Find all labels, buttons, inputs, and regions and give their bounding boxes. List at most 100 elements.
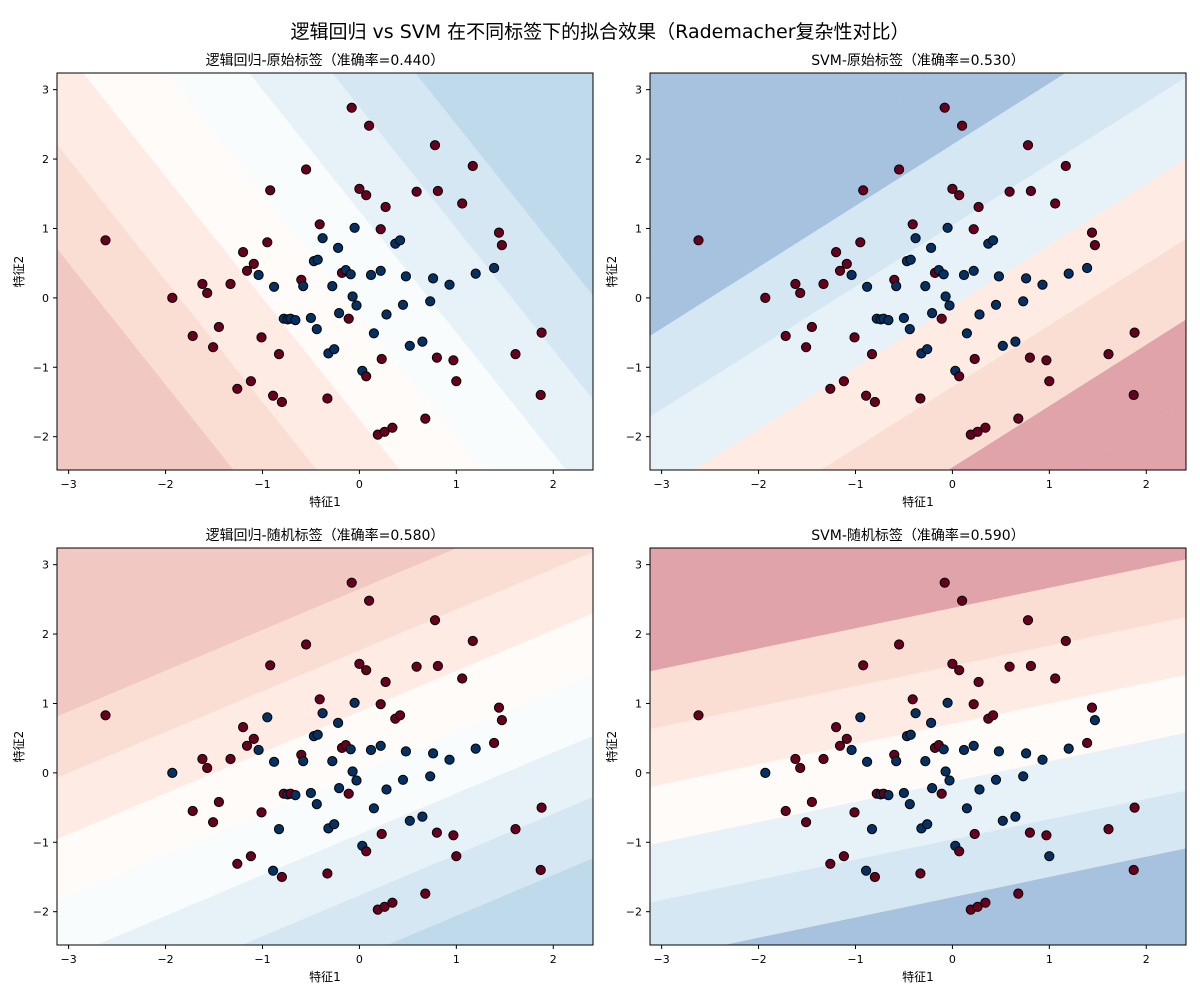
point-class-1 — [1025, 660, 1037, 672]
x-axis-label: 特征1 — [902, 494, 934, 509]
x-tick-label: 0 — [949, 953, 956, 966]
point-class-1 — [493, 702, 505, 713]
point-class-1 — [202, 287, 213, 299]
point-class-0 — [253, 269, 264, 281]
point-class-0 — [334, 783, 345, 794]
point-class-1 — [361, 846, 372, 857]
point-class-1 — [322, 868, 333, 879]
contour-band — [693, 158, 1186, 470]
point-class-0 — [400, 746, 411, 757]
point-class-0 — [417, 336, 428, 347]
point-class-1 — [343, 788, 354, 799]
point-class-0 — [298, 756, 309, 767]
y-tick-label: −2 — [626, 431, 642, 444]
contour-band — [57, 144, 317, 470]
point-class-1 — [1044, 376, 1055, 387]
point-class-1 — [354, 183, 365, 194]
point-class-1 — [510, 349, 521, 360]
point-class-1 — [980, 897, 991, 908]
y-tick-label: 3 — [42, 84, 49, 97]
point-class-1 — [208, 342, 219, 353]
point-class-0 — [305, 312, 316, 324]
point-class-0 — [444, 279, 455, 290]
point-class-1 — [343, 313, 354, 324]
y-tick-label: 1 — [635, 222, 642, 235]
contour-band — [650, 790, 1186, 945]
point-class-0 — [311, 324, 322, 335]
point-class-0 — [846, 744, 857, 756]
point-class-1 — [268, 390, 279, 401]
point-class-0 — [365, 744, 377, 756]
point-class-0 — [862, 756, 873, 767]
point-class-0 — [1063, 268, 1074, 279]
point-class-1 — [1004, 661, 1015, 672]
point-class-1 — [213, 321, 224, 333]
point-class-0 — [428, 273, 439, 284]
point-class-0 — [910, 233, 921, 244]
point-class-0 — [974, 309, 985, 320]
x-tick-label: −2 — [157, 478, 173, 491]
point-class-1 — [834, 740, 846, 751]
point-class-1 — [947, 183, 958, 194]
point-class-1 — [1013, 888, 1024, 899]
point-class-0 — [395, 235, 406, 246]
point-class-1 — [395, 710, 406, 721]
point-class-1 — [241, 265, 253, 276]
contour-band — [820, 238, 1186, 470]
point-class-0 — [404, 815, 415, 826]
point-class-1 — [213, 796, 224, 808]
decision-contours — [650, 73, 1186, 470]
point-class-0 — [927, 783, 938, 794]
y-tick-label: 2 — [42, 628, 49, 641]
point-class-1 — [375, 699, 386, 710]
point-class-0 — [926, 242, 937, 253]
plot-background — [650, 73, 1186, 470]
point-class-1 — [245, 376, 256, 387]
point-class-0 — [1018, 296, 1029, 307]
y-tick-label: 0 — [635, 292, 642, 305]
x-tick-label: −1 — [254, 953, 270, 966]
point-class-0 — [381, 309, 392, 320]
point-class-0 — [417, 811, 428, 822]
axes-frame — [56, 547, 594, 946]
y-tick-label: 0 — [42, 767, 49, 780]
point-class-1 — [795, 762, 806, 774]
point-class-1 — [838, 376, 850, 387]
contour-band — [96, 735, 593, 945]
point-class-1 — [248, 733, 259, 745]
contour-band — [650, 73, 938, 256]
point-class-1 — [364, 120, 375, 131]
x-tick-label: 1 — [453, 953, 460, 966]
point-class-1 — [1060, 160, 1071, 172]
point-class-0 — [351, 775, 362, 786]
point-class-0 — [942, 222, 953, 233]
point-class-0 — [317, 233, 328, 244]
point-class-1 — [457, 673, 468, 684]
point-class-0 — [351, 300, 362, 311]
point-class-1 — [273, 349, 285, 360]
point-class-1 — [361, 665, 372, 676]
x-axis-label: 特征1 — [309, 494, 341, 509]
point-class-1 — [988, 710, 999, 721]
point-class-0 — [961, 328, 973, 339]
point-class-1 — [387, 897, 398, 908]
point-class-1 — [187, 330, 198, 342]
point-class-1 — [431, 827, 442, 838]
point-class-0 — [940, 766, 951, 777]
x-tick-label: −3 — [654, 478, 670, 491]
point-class-1 — [1024, 352, 1036, 363]
point-class-0 — [997, 340, 1008, 351]
point-class-0 — [866, 824, 878, 835]
point-class-1 — [1086, 227, 1098, 238]
point-class-0 — [883, 315, 894, 326]
point-class-0 — [862, 281, 873, 292]
subplot-title: 逻辑回归-原始标签（准确率=0.440） — [206, 52, 445, 69]
point-class-1 — [1022, 140, 1034, 151]
point-class-0 — [1089, 715, 1101, 726]
point-class-1 — [968, 224, 979, 235]
point-class-0 — [1010, 336, 1021, 347]
contour-band — [57, 248, 234, 470]
point-class-1 — [939, 102, 950, 113]
point-class-1 — [1013, 413, 1024, 424]
y-tick-label: 0 — [635, 767, 642, 780]
